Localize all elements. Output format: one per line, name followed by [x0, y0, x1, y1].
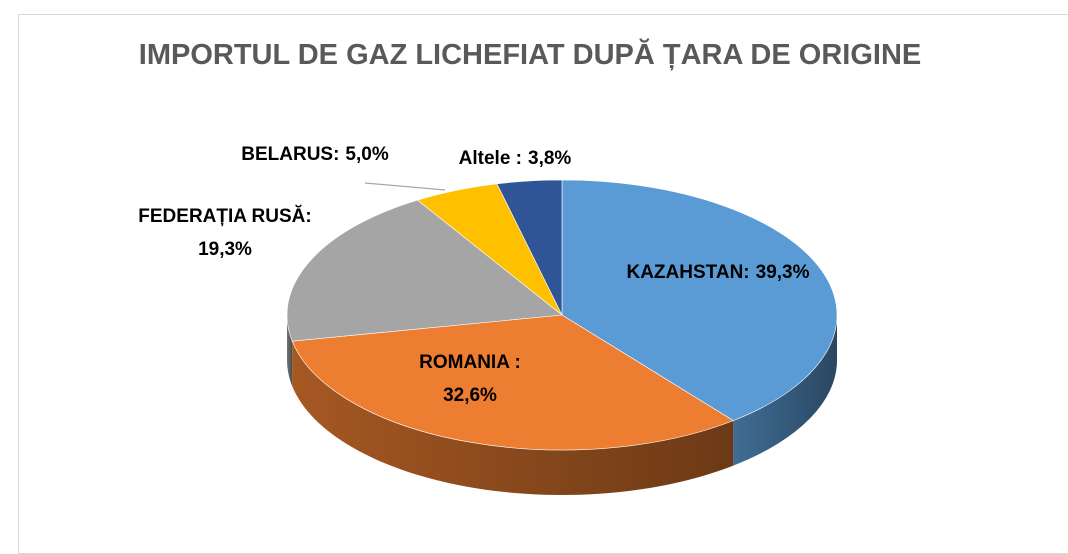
value-label: 19,3%: [198, 239, 252, 260]
chart-title: IMPORTUL DE GAZ LICHEFIAT DUPĂ ȚARA DE O…: [138, 39, 922, 71]
slice: [561, 179, 838, 421]
data-label: BELARUS: 5,0%: [241, 144, 389, 165]
data-label: Altele : 3,8%: [459, 148, 572, 169]
category-label: Altele :: [459, 148, 522, 169]
data-label: FEDERAȚIA RUSĂ: 19,3%: [138, 205, 311, 260]
leader-line: [364, 182, 446, 191]
slice-side-shade: [292, 341, 734, 496]
category-label: ROMANIA :: [419, 352, 521, 373]
category-label: BELARUS:: [241, 144, 339, 165]
category-label: KAZAHSTAN:: [626, 262, 749, 283]
value-label: 5,0%: [345, 144, 388, 165]
data-label: KAZAHSTAN: 39,3%: [626, 262, 809, 283]
slice: [286, 199, 563, 342]
value-label: 3,8%: [528, 148, 571, 169]
slice: [496, 179, 563, 316]
slice-side-shade: [733, 315, 837, 466]
value-label: 39,3%: [756, 262, 810, 283]
category-label: FEDERAȚIA RUSĂ:: [138, 205, 311, 227]
slice: [291, 314, 734, 451]
value-label: 32,6%: [443, 385, 497, 406]
slice-side-shade: [287, 315, 293, 387]
data-label: ROMANIA : 32,6%: [419, 352, 521, 406]
